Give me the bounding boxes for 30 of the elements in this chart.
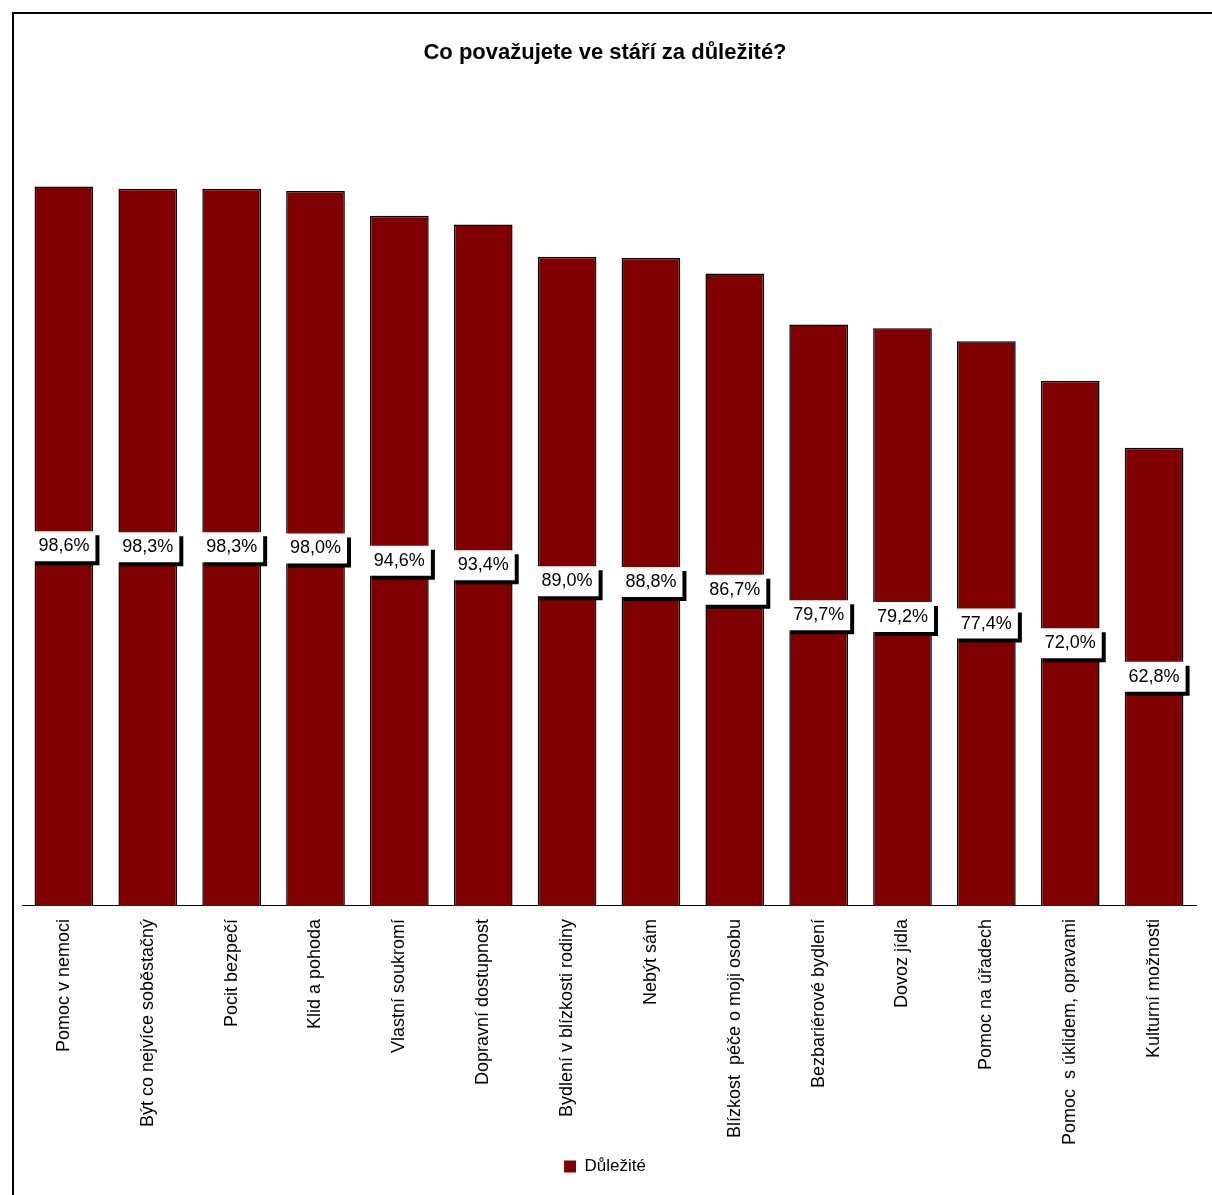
x-tick-label: Vlastní soukromí [388,918,409,1053]
data-label: 72,0% [1044,632,1096,653]
data-label: 88,8% [625,570,677,591]
x-tick-label: Kulturní možnosti [1143,918,1164,1058]
data-label: 79,7% [793,604,845,625]
data-label: 86,7% [709,578,761,599]
data-label: 98,6% [38,535,90,556]
x-tick-label: Pocit bezpečí [220,918,241,1027]
x-tick-label: Nebýt sám [639,918,660,1005]
x-tick-label: Blízkost péče o moji osobu [723,918,744,1139]
x-tick-label: Pomoc v nemoci [52,918,73,1052]
x-tick-label: Klid a pohoda [304,917,325,1030]
x-tick-label: Pomoc na úřadech [975,918,996,1071]
data-label: 98,0% [289,537,342,558]
x-tick-label: Bezbariérové bydlení [807,918,828,1089]
data-label: 62,8% [1128,665,1180,686]
data-label: 93,4% [457,554,509,575]
legend-label: Důležité [584,1156,646,1176]
chart-title: Co považujete ve stáří za důležité? [423,39,787,65]
x-tick-label: Dovoz jídla [891,917,912,1008]
data-label: 98,3% [122,536,174,557]
data-label: 79,2% [876,606,929,626]
data-label: 94,6% [373,549,425,570]
x-tick-label: Bydlení v blízkosti rodiny [556,918,577,1118]
data-label: 98,3% [206,536,258,557]
x-tick-label: Dopravní dostupnost [472,918,493,1086]
x-tick-label: Pomoc s úklidem, opravami [1059,918,1080,1146]
data-label: 89,0% [541,570,593,591]
x-tick-label: Být co nejvíce soběstačný [136,918,157,1128]
data-label: 77,4% [960,612,1012,633]
